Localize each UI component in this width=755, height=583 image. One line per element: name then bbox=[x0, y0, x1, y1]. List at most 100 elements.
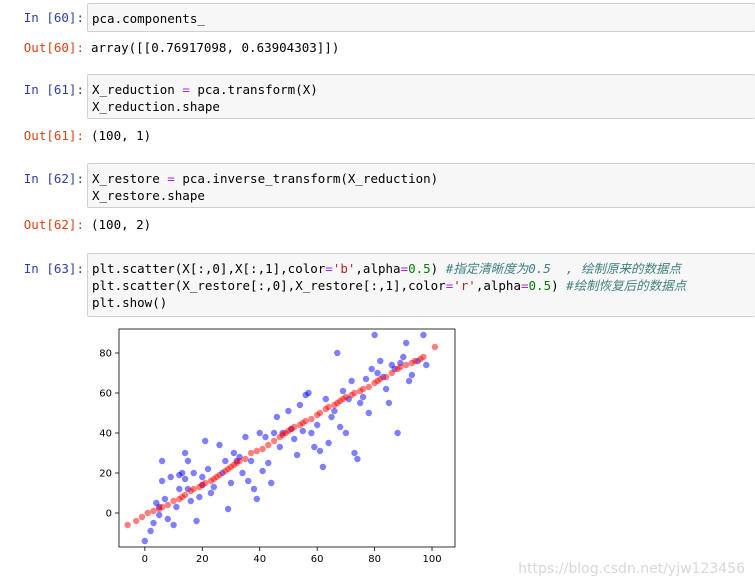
restored-data-point bbox=[420, 353, 427, 361]
restored-data-point bbox=[242, 455, 249, 463]
original-data-point bbox=[314, 421, 321, 429]
code-token: plt.scatter(X_restore[:,0],X_restore[:,1… bbox=[92, 278, 446, 293]
x-tick-label: 60 bbox=[311, 554, 324, 565]
original-data-point bbox=[293, 451, 301, 459]
original-data-point bbox=[179, 469, 186, 477]
original-data-point bbox=[308, 429, 315, 437]
original-data-point bbox=[296, 401, 304, 409]
restored-data-point bbox=[170, 497, 177, 505]
in-prompt-61: In [61]: bbox=[23, 82, 84, 97]
code-token: ,alpha bbox=[355, 261, 401, 276]
code-token: 0.5 bbox=[408, 261, 431, 276]
restored-data-point bbox=[377, 375, 384, 383]
restored-data-point bbox=[216, 471, 223, 479]
original-data-point bbox=[311, 443, 318, 451]
original-data-point bbox=[245, 477, 252, 485]
original-data-point bbox=[400, 353, 407, 361]
original-data-point bbox=[339, 387, 347, 395]
restored-data-point bbox=[181, 491, 189, 499]
code-token: plt.show() bbox=[92, 295, 168, 310]
in-prompt-60: In [60]: bbox=[23, 10, 84, 25]
code-token: pca.inverse_transform(X_reduction) bbox=[174, 171, 439, 186]
code-cell-63[interactable]: plt.scatter(X[:,0],X[:,1],color='b',alph… bbox=[87, 253, 755, 317]
original-data-point bbox=[291, 435, 298, 443]
original-data-point bbox=[222, 457, 229, 465]
original-data-point bbox=[348, 377, 355, 385]
code-line: plt.scatter(X_restore[:,0],X_restore[:,1… bbox=[88, 277, 755, 294]
original-data-point bbox=[161, 495, 169, 503]
restored-data-point bbox=[316, 409, 324, 417]
original-data-point bbox=[385, 399, 393, 407]
restored-data-point bbox=[325, 403, 332, 411]
original-data-point bbox=[319, 463, 327, 471]
code-token: = bbox=[520, 278, 529, 293]
original-data-point bbox=[351, 449, 358, 457]
original-data-point bbox=[420, 331, 427, 339]
out-prompt-62: Out[62]: bbox=[23, 217, 84, 232]
original-data-point bbox=[210, 483, 217, 491]
original-data-point bbox=[331, 407, 338, 415]
code-cell-60[interactable]: pca.components_ bbox=[87, 3, 755, 32]
code-token: = bbox=[400, 261, 409, 276]
code-cell-62[interactable]: X_restore = pca.inverse_transform(X_redu… bbox=[87, 163, 755, 208]
original-data-point bbox=[242, 433, 249, 441]
original-data-point bbox=[230, 449, 238, 457]
original-data-point bbox=[382, 385, 390, 393]
original-data-point bbox=[325, 439, 332, 447]
original-data-point bbox=[187, 497, 194, 505]
code-token: #绘制恢复后的数据点 bbox=[566, 278, 687, 293]
y-tick-label: 80 bbox=[99, 349, 112, 360]
original-data-point bbox=[158, 457, 166, 465]
original-data-point bbox=[253, 495, 260, 503]
code-token: plt.scatter(X[:,0],X[:,1],color bbox=[92, 261, 326, 276]
x-tick-label: 80 bbox=[368, 554, 381, 565]
x-tick-label: 0 bbox=[142, 554, 148, 565]
code-token: 'b' bbox=[332, 261, 356, 276]
original-data-point bbox=[190, 469, 197, 477]
restored-data-point bbox=[190, 485, 197, 493]
out-prompt-61: Out[61]: bbox=[23, 128, 84, 143]
original-data-point bbox=[408, 371, 416, 379]
original-data-point bbox=[273, 413, 281, 421]
original-data-point bbox=[207, 489, 215, 497]
code-line: X_reduction = pca.transform(X) bbox=[88, 75, 755, 98]
code-cell-61[interactable]: X_reduction = pca.transform(X) X_reducti… bbox=[87, 74, 755, 119]
output-text-62: (100, 2) bbox=[91, 217, 152, 232]
restored-data-point bbox=[382, 373, 390, 381]
restored-data-point bbox=[431, 343, 439, 351]
restored-data-point bbox=[397, 363, 404, 371]
code-token: pca.transform(X) bbox=[189, 82, 318, 97]
code-token: = bbox=[167, 171, 175, 186]
code-line: X_restore.shape bbox=[92, 188, 205, 203]
original-data-point bbox=[181, 475, 189, 483]
in-prompt-63: In [63]: bbox=[23, 261, 84, 276]
code-token: ,alpha bbox=[475, 278, 521, 293]
original-data-point bbox=[239, 469, 246, 477]
restored-data-point bbox=[144, 509, 151, 517]
y-tick-label: 0 bbox=[106, 509, 112, 520]
code-token: = bbox=[325, 261, 333, 276]
y-tick-label: 20 bbox=[99, 469, 112, 480]
original-data-point bbox=[256, 429, 263, 437]
code-token: ) bbox=[430, 261, 446, 276]
original-data-point bbox=[342, 429, 350, 437]
original-data-point bbox=[204, 465, 212, 473]
plot-frame bbox=[118, 328, 456, 548]
original-data-point bbox=[336, 423, 344, 431]
y-tick-label: 40 bbox=[99, 429, 112, 440]
restored-data-point bbox=[253, 447, 260, 455]
in-prompt-62: In [62]: bbox=[23, 171, 84, 186]
original-data-point bbox=[328, 413, 335, 421]
code-line: plt.scatter(X[:,0],X[:,1],color='b',alph… bbox=[88, 260, 755, 277]
original-data-point bbox=[181, 449, 189, 457]
restored-data-point bbox=[150, 507, 157, 515]
restored-data-point bbox=[247, 449, 255, 457]
original-data-point bbox=[164, 515, 171, 523]
restored-data-point bbox=[259, 445, 266, 453]
original-data-point bbox=[334, 349, 341, 357]
original-data-point bbox=[365, 409, 372, 417]
restored-data-point bbox=[388, 369, 395, 377]
original-data-point bbox=[250, 485, 258, 493]
code-token: X_reduction bbox=[92, 82, 183, 97]
